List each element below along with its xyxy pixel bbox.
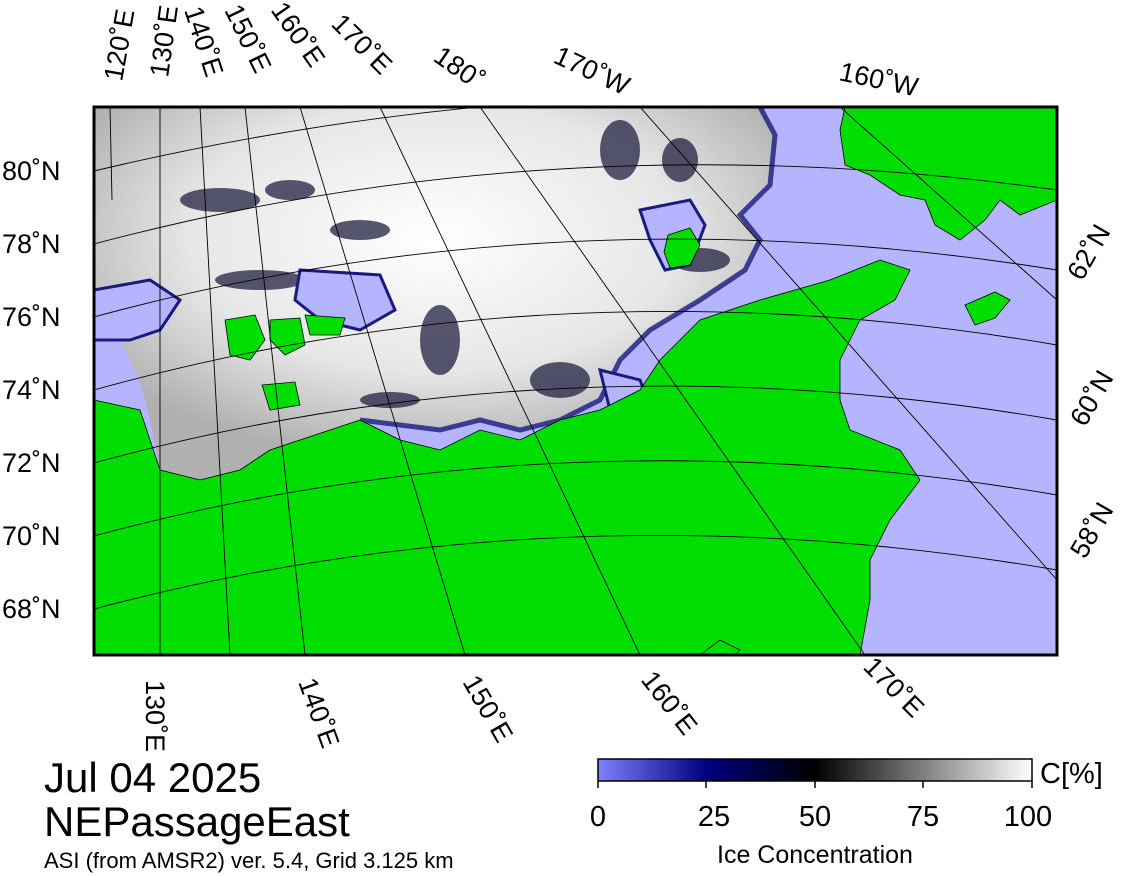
date-title: Jul 04 2025 (44, 754, 261, 801)
top-lon-label: 130˚E (144, 3, 184, 79)
colorbar-gradient (597, 758, 1033, 782)
top-lon-label: 120˚E (98, 7, 140, 83)
bottom-longitude-labels: 130˚E 140˚E 150˚E 160˚E 170˚E (140, 651, 930, 752)
right-lat-label: 58˚N (1064, 497, 1119, 563)
left-lat-label: 70˚N (2, 521, 61, 551)
top-lon-label: 170˚E (326, 8, 398, 80)
colorbar-title: Ice Concentration (717, 841, 913, 869)
ice-edge (359, 107, 778, 433)
wrangel-island (663, 227, 701, 269)
right-latitude-labels: 62˚N 60˚N 58˚N (1061, 219, 1119, 563)
region-title: NEPassageEast (44, 798, 350, 845)
colorbar: 0 25 50 75 100 C[%] Ice Concentration (590, 758, 1103, 869)
kamchatka-land (699, 639, 741, 655)
colorbar-tick-label: 25 (698, 801, 730, 833)
colorbar-unit: C[%] (1040, 758, 1103, 790)
alaska-land (839, 107, 1057, 241)
bottom-lon-label: 130˚E (140, 680, 170, 752)
colorbar-tick-label: 0 (590, 801, 606, 833)
top-lon-label: 170˚W (549, 40, 634, 101)
left-lat-label: 72˚N (2, 448, 61, 478)
latitude-graticule (94, 107, 1057, 610)
siberia-land (94, 259, 921, 655)
colorbar-tick-label: 50 (799, 801, 831, 833)
left-lat-label: 80˚N (2, 156, 61, 186)
colorbar-ticks (597, 781, 1033, 788)
right-lat-label: 60˚N (1064, 365, 1119, 431)
bottom-lon-label: 160˚E (635, 665, 703, 740)
colorbar-tick-label: 75 (907, 801, 939, 833)
top-lon-label: 160˚W (837, 57, 922, 103)
bottom-lon-label: 170˚E (858, 651, 930, 723)
colorbar-tick-label: 100 (1004, 801, 1052, 833)
map-frame (92, 105, 1059, 657)
left-lat-label: 78˚N (2, 229, 61, 259)
bottom-lon-label: 140˚E (292, 674, 345, 752)
bottom-lon-label: 150˚E (457, 670, 519, 747)
map-area (94, 107, 1057, 655)
new-siberian-islands (224, 314, 346, 411)
left-lat-label: 68˚N (2, 594, 61, 624)
st-lawrence-island (964, 291, 1011, 326)
top-longitude-labels: 120˚E 130˚E 140˚E 150˚E 160˚E 170˚E 180˚… (98, 0, 921, 103)
source-caption: ASI (from AMSR2) ver. 5.4, Grid 3.125 km (44, 848, 454, 873)
left-latitude-labels: 80˚N 78˚N 76˚N 74˚N 72˚N 70˚N 68˚N (2, 156, 61, 624)
left-lat-label: 76˚N (2, 302, 61, 332)
top-lon-label: 180˚ (429, 40, 490, 96)
longitude-graticule (109, 107, 1057, 655)
right-lat-label: 62˚N (1061, 219, 1116, 285)
left-lat-label: 74˚N (2, 375, 61, 405)
